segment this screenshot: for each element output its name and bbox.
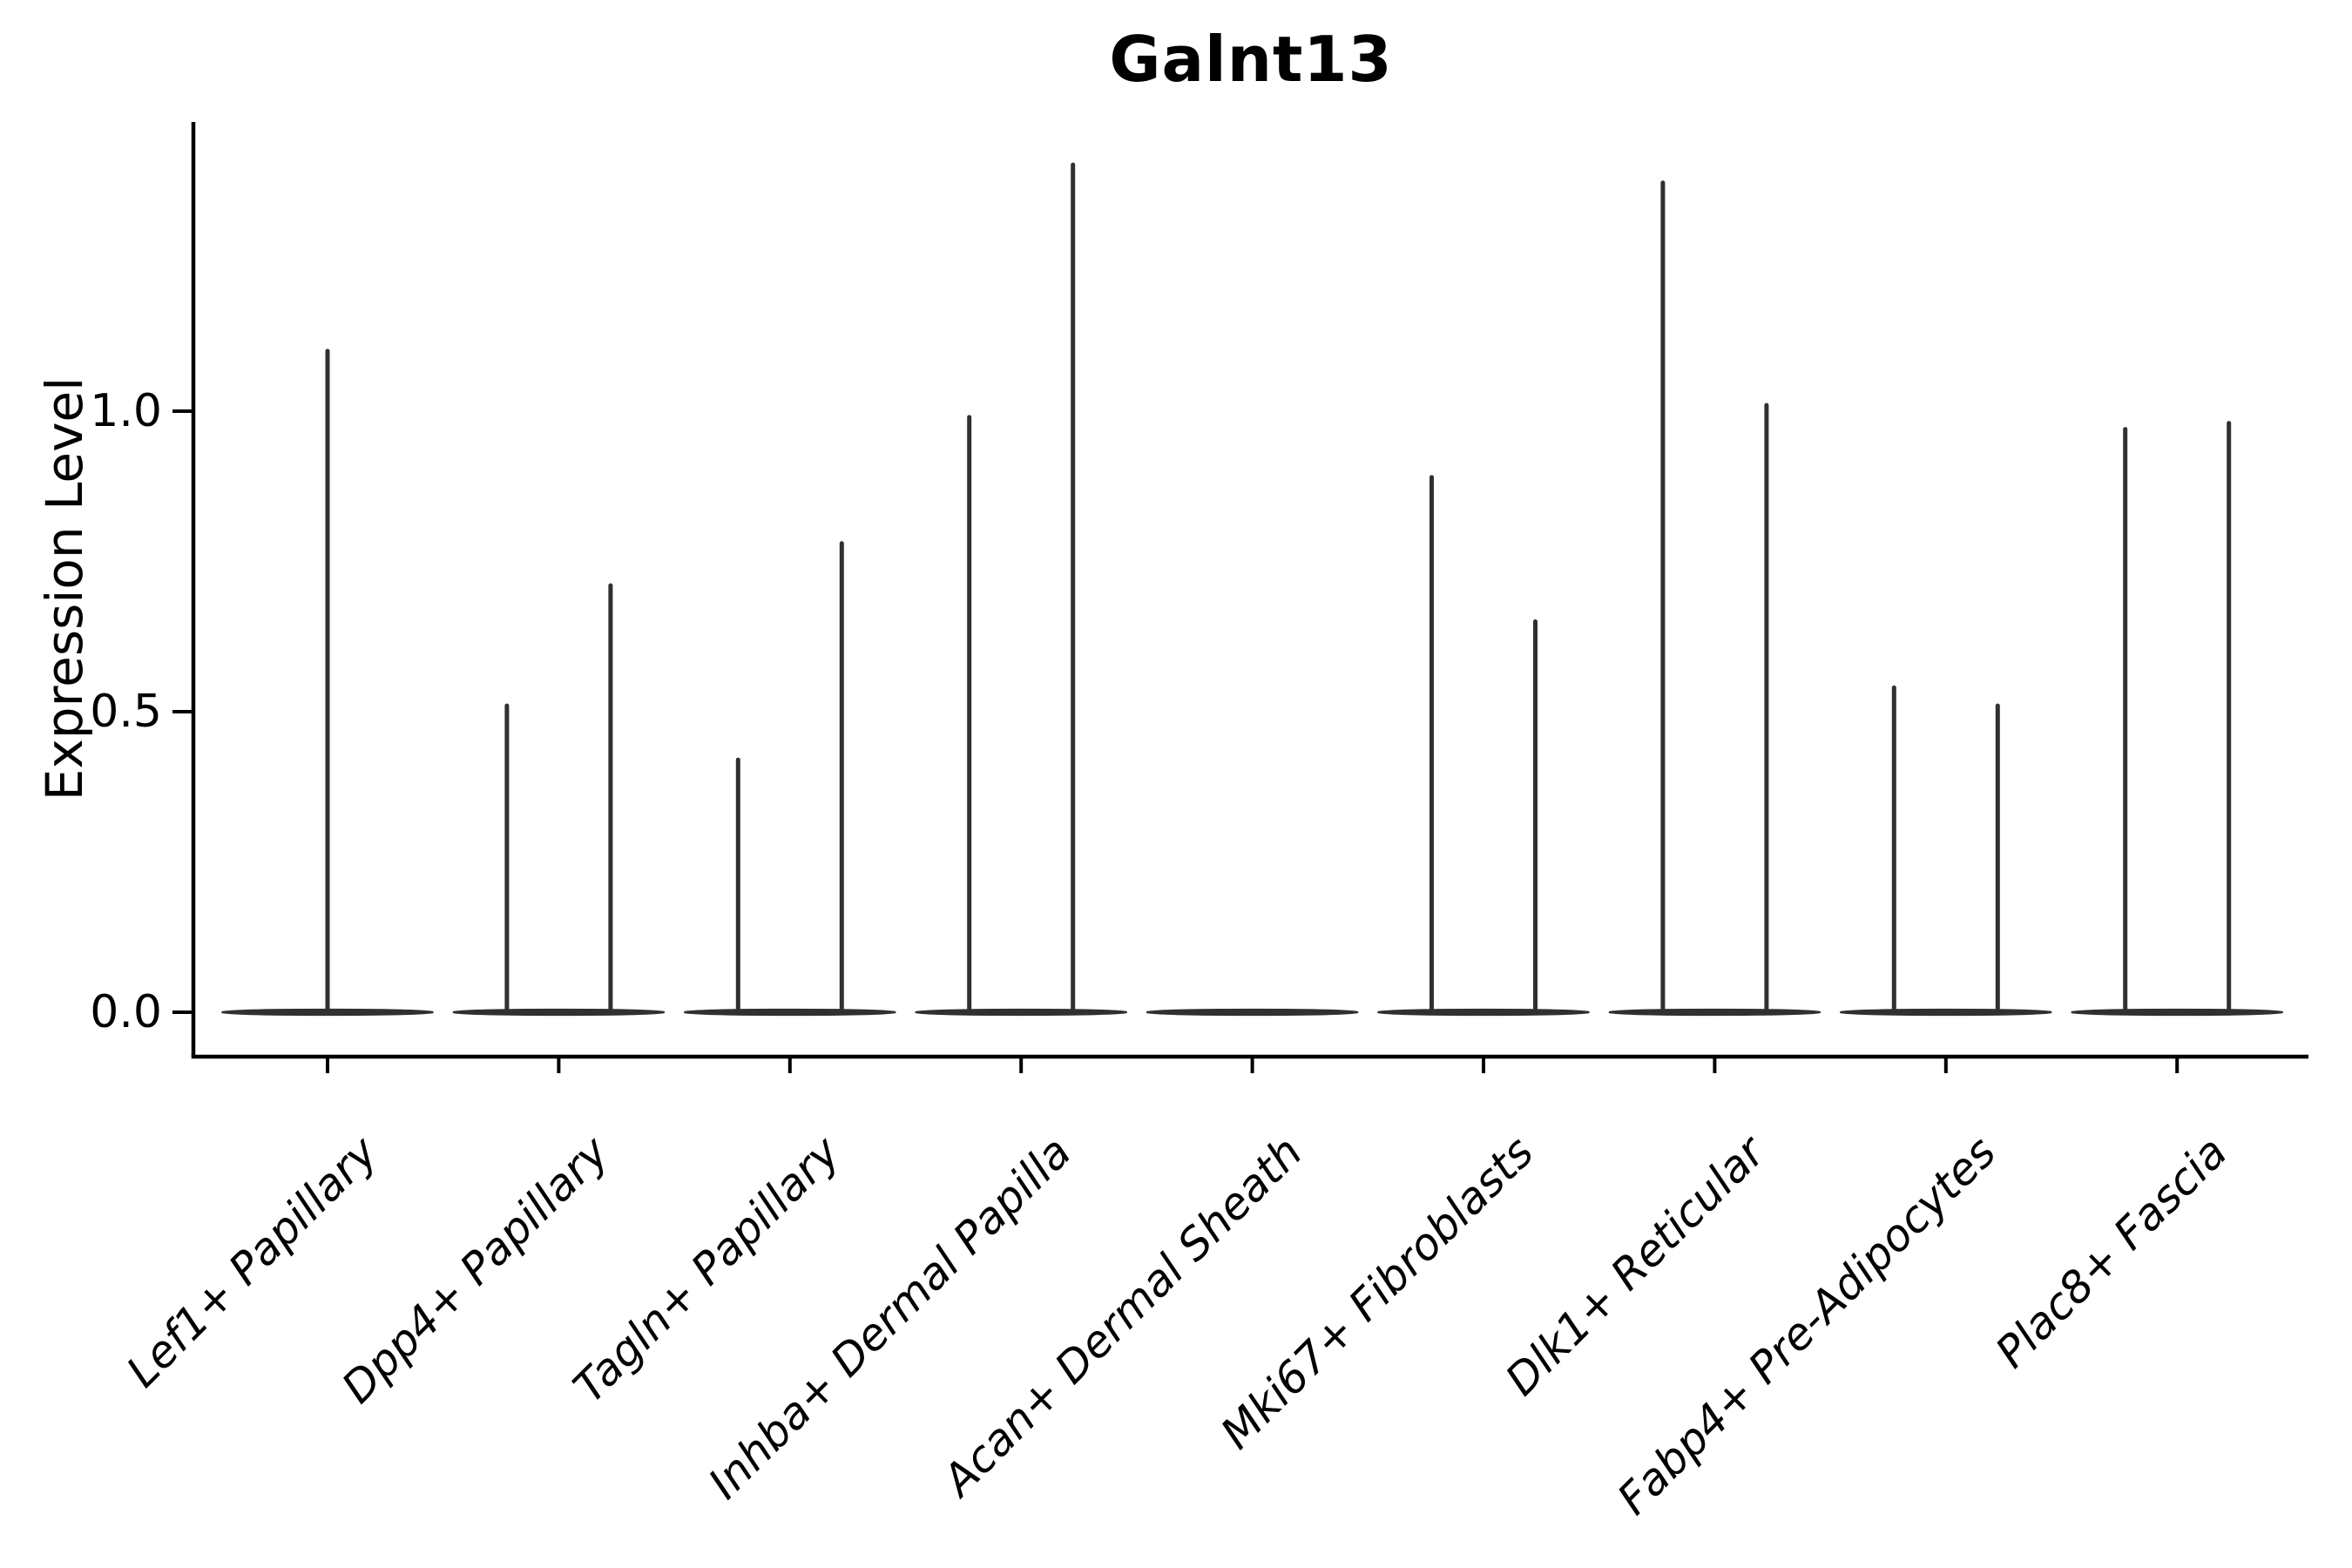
y-tick-label: 1.0: [90, 385, 162, 437]
violin-base: [1840, 1008, 2052, 1017]
violin-base: [1146, 1008, 1359, 1017]
violin-base: [1608, 1008, 1821, 1017]
x-tick-label: Plac8+ Fascia: [1986, 1126, 2237, 1377]
violin-base: [2071, 1008, 2283, 1017]
violin-base: [452, 1008, 666, 1017]
violin-base: [915, 1008, 1127, 1017]
violin-base: [1377, 1008, 1590, 1017]
x-tick-label: Lef1+ Papillary: [117, 1125, 388, 1396]
violin-base: [684, 1008, 896, 1017]
y-tick-label: 0.0: [90, 986, 162, 1038]
chart-title: Galnt13: [1109, 23, 1393, 96]
x-tick-label: Fabp4+ Pre-Adipocytes: [1608, 1126, 2006, 1524]
y-tick-label: 0.5: [90, 686, 162, 738]
